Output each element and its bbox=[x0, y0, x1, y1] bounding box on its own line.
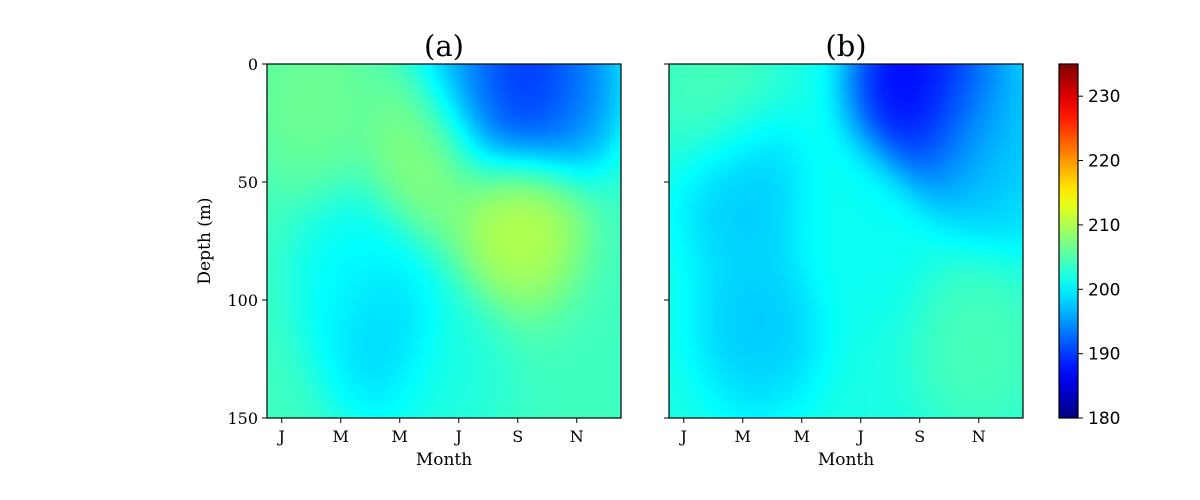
panel-b: (b) J M M J S N Month bbox=[664, 29, 1024, 470]
colorbar-tick-label: 210 bbox=[1088, 216, 1120, 236]
x-tick-label: M bbox=[392, 427, 408, 446]
x-tick-label: M bbox=[794, 427, 810, 446]
colorbar-tick-label: 230 bbox=[1088, 87, 1120, 107]
x-tick-label: N bbox=[972, 427, 986, 446]
panel-b-heatmap-holder bbox=[669, 64, 1023, 418]
y-tick-label: 50 bbox=[238, 173, 258, 192]
x-tick-label: M bbox=[333, 427, 349, 446]
x-tick-label: S bbox=[512, 427, 523, 446]
panel-a-heatmap-holder bbox=[267, 64, 621, 418]
x-tick-label: S bbox=[914, 427, 925, 446]
colorbar-tick-label: 200 bbox=[1088, 280, 1120, 300]
colorbar-tick-label: 220 bbox=[1088, 152, 1120, 172]
panel-a-ylabel: Depth (m) bbox=[195, 197, 215, 284]
colorbar: 180 190 200 210 220 230 bbox=[1058, 63, 1120, 429]
colorbar-tick-label: 190 bbox=[1088, 345, 1120, 365]
colorbar-frame bbox=[1058, 63, 1079, 419]
x-tick-label: J bbox=[856, 427, 864, 446]
panel-b-heatmap bbox=[669, 64, 1023, 418]
panel-b-frame bbox=[668, 63, 1024, 419]
panel-a-title: (a) bbox=[424, 29, 464, 63]
x-tick-label: N bbox=[570, 427, 584, 446]
colorbar-tick-label: 180 bbox=[1088, 409, 1120, 429]
x-tick-label: M bbox=[735, 427, 751, 446]
panel-a-xlabel: Month bbox=[416, 450, 472, 470]
y-tick-label: 0 bbox=[248, 55, 258, 74]
x-tick-label: J bbox=[679, 427, 687, 446]
x-tick-label: J bbox=[454, 427, 462, 446]
panel-a-heatmap bbox=[267, 64, 621, 418]
panel-a-frame bbox=[266, 63, 622, 419]
y-tick-label: 100 bbox=[227, 291, 258, 310]
panel-b-title: (b) bbox=[825, 29, 866, 63]
panel-a-axes: J M M J S N 0 50 100 150 bbox=[227, 55, 583, 446]
colorbar-ticks: 180 190 200 210 220 230 bbox=[1078, 87, 1120, 429]
panel-a: (a) J M M J S N 0 50 100 150 Month Depth (m) bbox=[195, 29, 622, 470]
colorbar-gradient bbox=[1059, 64, 1078, 418]
y-tick-label: 150 bbox=[227, 409, 258, 428]
x-tick-label: J bbox=[277, 427, 285, 446]
panel-b-xlabel: Month bbox=[818, 450, 874, 470]
